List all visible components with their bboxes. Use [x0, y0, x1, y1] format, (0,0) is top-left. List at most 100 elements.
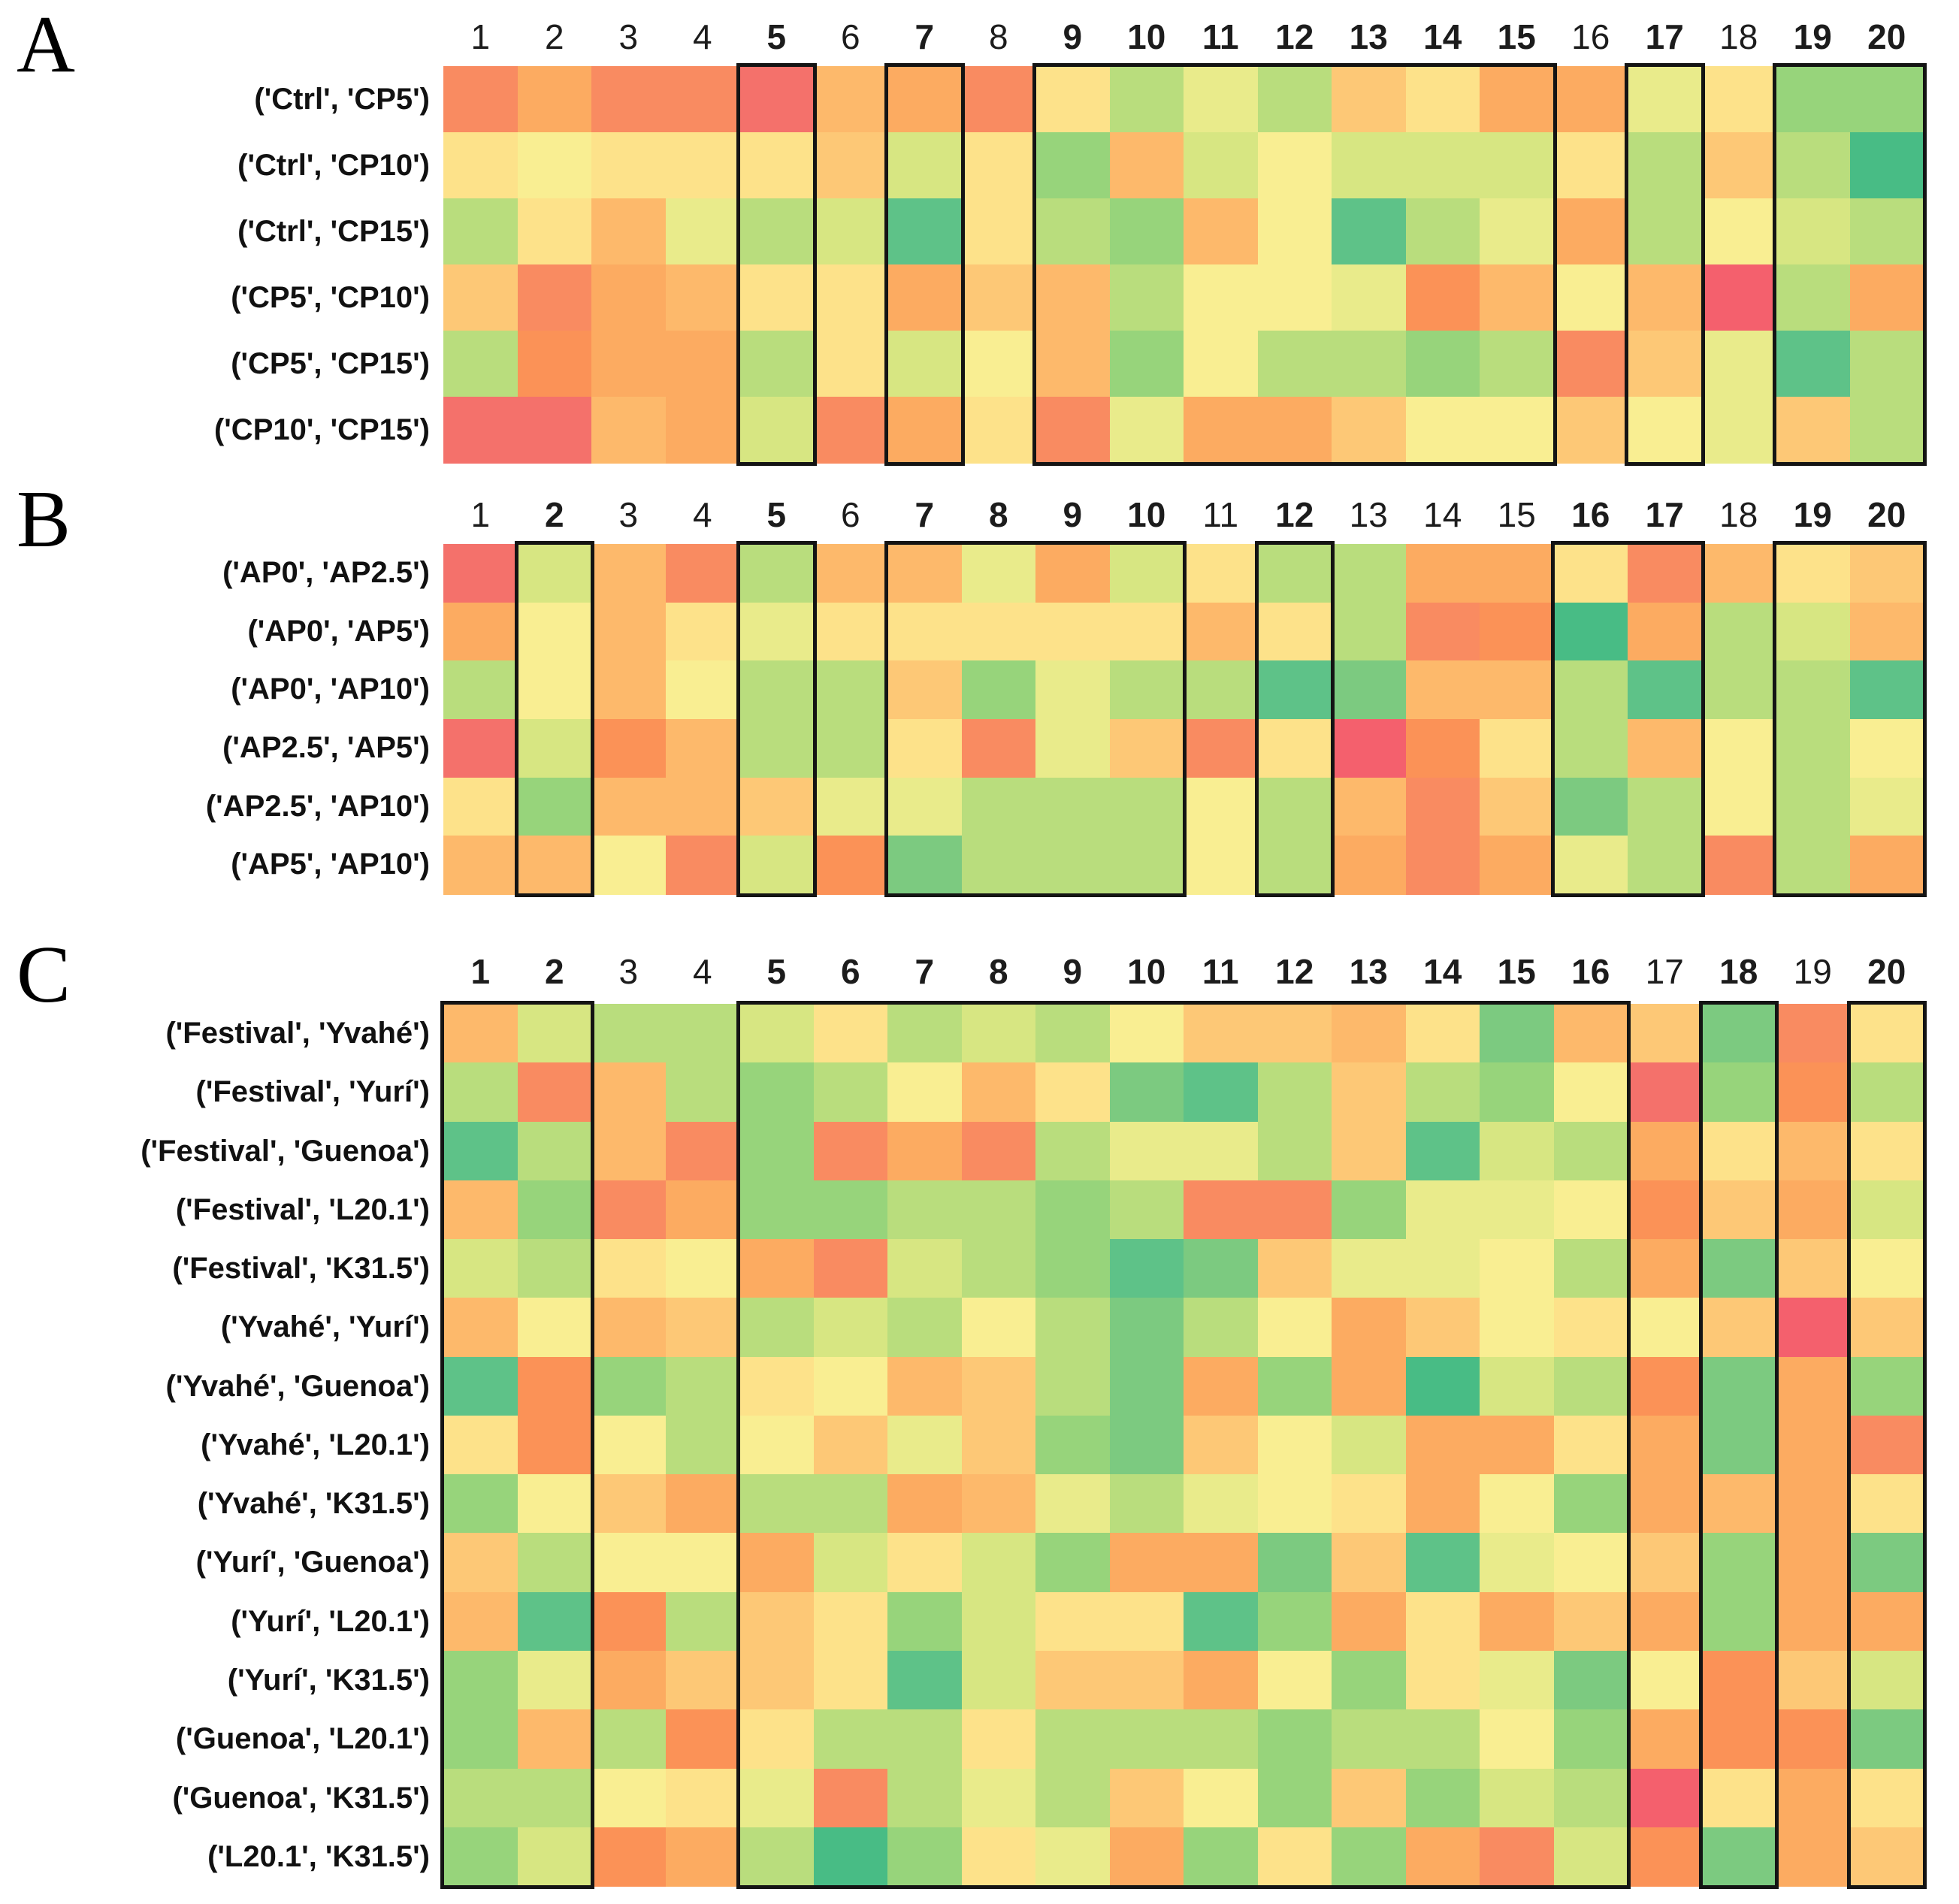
heatmap-cell — [591, 1827, 667, 1887]
heatmap-cell — [443, 1591, 518, 1652]
heatmap-cell — [591, 602, 667, 662]
heatmap-cell — [517, 1239, 592, 1299]
heatmap-cell — [1776, 1356, 1851, 1416]
column-header-b-13: 13 — [1349, 495, 1388, 534]
heatmap-cell — [1332, 602, 1407, 662]
row-label: ('AP0', 'AP10') — [231, 672, 430, 706]
heatmap-cell — [591, 1356, 667, 1416]
heatmap-cell — [739, 660, 815, 720]
heatmap-cell — [961, 1533, 1036, 1593]
heatmap-cell — [591, 660, 667, 720]
heatmap-cell — [665, 777, 740, 837]
heatmap-cell — [1701, 397, 1776, 464]
heatmap-cell — [1628, 719, 1703, 778]
heatmap-cell — [739, 331, 815, 397]
heatmap-cell — [1257, 660, 1332, 720]
panel-a-letter: A — [17, 0, 75, 89]
heatmap-cell — [443, 132, 518, 199]
column-header-c-14: 14 — [1423, 952, 1462, 991]
heatmap-cell — [1035, 719, 1111, 778]
heatmap-cell — [1332, 1474, 1407, 1534]
heatmap-cell — [1109, 1474, 1184, 1534]
heatmap-cell — [517, 660, 592, 720]
heatmap-cell — [961, 1768, 1036, 1828]
column-header-c-18: 18 — [1719, 952, 1758, 991]
column-header-a-7: 7 — [915, 17, 935, 56]
column-header-a-2: 2 — [544, 17, 564, 56]
heatmap-cell — [1035, 264, 1111, 331]
heatmap-cell — [517, 1474, 592, 1534]
heatmap-cell — [1257, 719, 1332, 778]
heatmap-cell — [517, 1121, 592, 1181]
heatmap-cell — [1035, 777, 1111, 837]
heatmap-cell — [1553, 719, 1628, 778]
heatmap-cell — [1109, 1533, 1184, 1593]
heatmap-cell — [813, 1474, 888, 1534]
heatmap-cell — [1628, 836, 1703, 895]
row-label: ('AP2.5', 'AP5') — [222, 731, 430, 764]
heatmap-cell — [1109, 1768, 1184, 1828]
heatmap-cell — [961, 1709, 1036, 1770]
heatmap-cell — [1332, 1356, 1407, 1416]
heatmap-cell — [1849, 1239, 1924, 1299]
heatmap-cell — [1849, 132, 1924, 199]
heatmap-cell — [1628, 660, 1703, 720]
heatmap-cell — [1776, 836, 1851, 895]
heatmap-cell — [1701, 1004, 1776, 1064]
heatmap-cell — [813, 264, 888, 331]
heatmap-cell — [1776, 1239, 1851, 1299]
heatmap-cell — [1553, 602, 1628, 662]
heatmap-cell — [1553, 1768, 1628, 1828]
heatmap-cell — [813, 1180, 888, 1241]
column-header-c-13: 13 — [1349, 952, 1388, 991]
heatmap-cell — [517, 602, 592, 662]
heatmap-cell — [739, 1004, 815, 1064]
heatmap-cell — [1628, 198, 1703, 265]
heatmap-cell — [665, 198, 740, 265]
heatmap-cell — [887, 1180, 963, 1241]
heatmap-cell — [591, 1709, 667, 1770]
heatmap-cell — [517, 1298, 592, 1358]
heatmap-cell — [1184, 719, 1259, 778]
column-header-a-11: 11 — [1202, 17, 1239, 56]
heatmap-cell — [1109, 544, 1184, 603]
heatmap-cell — [1109, 1239, 1184, 1299]
heatmap-cell — [1628, 1356, 1703, 1416]
row-label: ('Guenoa', 'L20.1') — [175, 1722, 430, 1756]
heatmap-cell — [1628, 264, 1703, 331]
heatmap-cell — [739, 1298, 815, 1358]
row-label: ('AP5', 'AP10') — [231, 848, 430, 881]
heatmap-cell — [1257, 198, 1332, 265]
column-header-a-6: 6 — [840, 17, 860, 56]
heatmap-cell — [1849, 1591, 1924, 1652]
heatmap-cell — [517, 397, 592, 464]
heatmap-cell — [961, 544, 1036, 603]
heatmap-cell — [739, 1474, 815, 1534]
heatmap-cell — [1035, 198, 1111, 265]
heatmap-cell — [1109, 1356, 1184, 1416]
heatmap-cell — [1257, 397, 1332, 464]
heatmap-cell — [1776, 1415, 1851, 1476]
heatmap-cell — [813, 660, 888, 720]
heatmap-cell — [961, 1591, 1036, 1652]
heatmap-cell — [1849, 1356, 1924, 1416]
heatmap-cell — [1776, 1474, 1851, 1534]
column-header-c-2: 2 — [544, 952, 564, 991]
heatmap-cell — [1776, 397, 1851, 464]
heatmap-cell — [1776, 1709, 1851, 1770]
column-header-a-1: 1 — [470, 17, 491, 56]
column-header-b-16: 16 — [1571, 495, 1610, 534]
heatmap-cell — [1184, 836, 1259, 895]
heatmap-cell — [1035, 1827, 1111, 1887]
heatmap-cell — [1405, 660, 1480, 720]
heatmap-cell — [517, 132, 592, 199]
heatmap-cell — [1776, 777, 1851, 837]
heatmap-cell — [665, 660, 740, 720]
heatmap-cell — [813, 1533, 888, 1593]
heatmap-cell — [591, 1121, 667, 1181]
heatmap-cell — [443, 1827, 518, 1887]
heatmap-cell — [517, 1709, 592, 1770]
column-header-b-6: 6 — [840, 495, 860, 534]
heatmap-cell — [1035, 1415, 1111, 1476]
heatmap-cell — [1257, 777, 1332, 837]
